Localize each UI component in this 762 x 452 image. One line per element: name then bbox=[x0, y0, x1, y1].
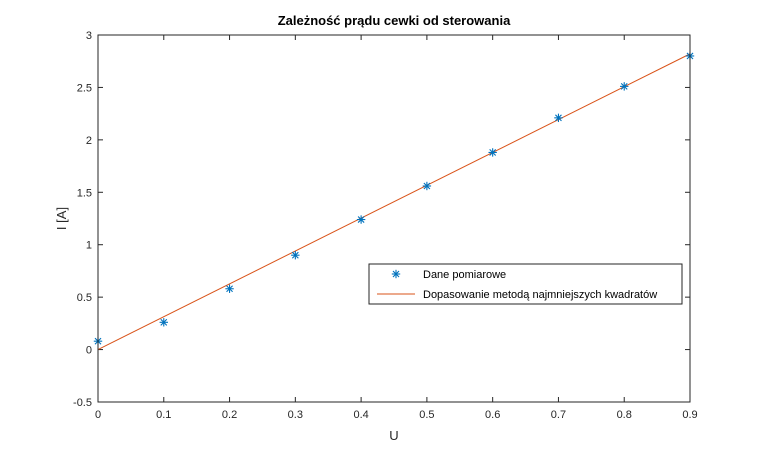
y-tick-label: -0.5 bbox=[73, 397, 92, 409]
x-tick-label: 0.4 bbox=[353, 409, 368, 421]
chart-title: Zależność prądu cewki od sterowania bbox=[278, 13, 511, 28]
plot-area bbox=[98, 35, 690, 402]
x-tick-label: 0.1 bbox=[156, 409, 171, 421]
data-point-asterisk bbox=[356, 215, 366, 224]
x-tick-label: 0.2 bbox=[222, 409, 237, 421]
data-point-asterisk bbox=[422, 181, 432, 191]
data-point-asterisk bbox=[620, 82, 629, 91]
fit-line bbox=[97, 53, 691, 351]
y-axis-label: I [A] bbox=[54, 207, 69, 230]
axes-frame bbox=[97, 34, 691, 403]
legend-marker-asterisk bbox=[391, 269, 401, 279]
data-point-asterisk bbox=[488, 148, 497, 157]
y-tick-label: 1 bbox=[86, 240, 92, 252]
data-point-asterisk bbox=[159, 318, 168, 327]
y-tick-label: 1.5 bbox=[77, 187, 92, 199]
legend-box bbox=[368, 263, 683, 305]
x-tick-label: 0.9 bbox=[682, 409, 697, 421]
y-tick-label: 2.5 bbox=[77, 82, 92, 94]
y-tick-label: 2 bbox=[86, 135, 92, 147]
legend-label-measured: Dane pomiarowe bbox=[423, 269, 506, 281]
y-tick-label: 3 bbox=[86, 30, 92, 42]
x-tick-label: 0.7 bbox=[551, 409, 566, 421]
legend: Dane pomiarowe Dopasowanie metodą najmni… bbox=[368, 263, 683, 305]
data-point-asterisk bbox=[291, 251, 300, 260]
x-tick-label: 0.8 bbox=[617, 409, 632, 421]
x-axis-label: U bbox=[389, 428, 398, 443]
x-tick-label: 0.3 bbox=[288, 409, 303, 421]
legend-label-fit: Dopasowanie metodą najmniejszych kwadrat… bbox=[423, 289, 657, 301]
data-point-asterisk bbox=[554, 113, 563, 123]
axis-ticks: 0 0.1 0.2 0.3 0.4 0.5 0.6 0.7 0.8 0.9-0.500.511.5… bbox=[73, 30, 698, 421]
x-tick-label: 0 bbox=[95, 409, 101, 421]
x-tick-label: 0.5 bbox=[419, 409, 434, 421]
data-point-asterisk bbox=[225, 284, 234, 293]
y-tick-label: 0.5 bbox=[77, 292, 92, 304]
legend-asterisk-icon bbox=[391, 269, 401, 279]
y-tick-label: 0 bbox=[86, 345, 92, 357]
series-layer bbox=[93, 51, 695, 351]
x-tick-label: 0.6 bbox=[485, 409, 500, 421]
